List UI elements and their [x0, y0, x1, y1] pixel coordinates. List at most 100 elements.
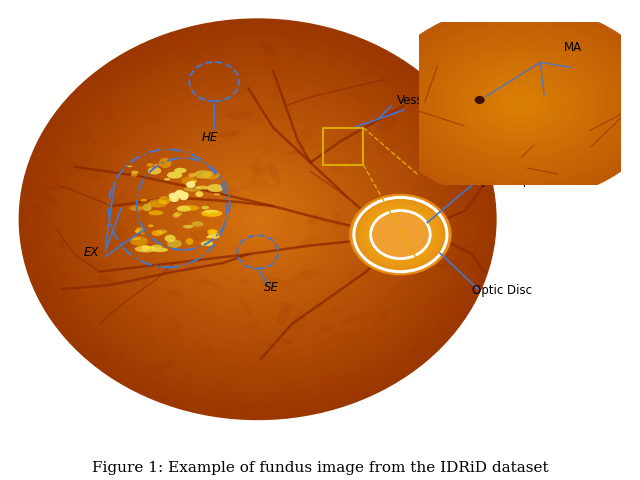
Ellipse shape: [72, 63, 443, 375]
Ellipse shape: [183, 225, 193, 228]
Ellipse shape: [463, 64, 577, 143]
Ellipse shape: [178, 42, 191, 48]
Ellipse shape: [106, 232, 120, 256]
Ellipse shape: [142, 271, 150, 289]
Ellipse shape: [161, 389, 173, 404]
Ellipse shape: [154, 164, 159, 167]
Ellipse shape: [141, 121, 374, 317]
Ellipse shape: [237, 202, 278, 237]
Ellipse shape: [111, 96, 404, 342]
Ellipse shape: [231, 197, 285, 242]
Ellipse shape: [513, 98, 527, 108]
Ellipse shape: [31, 28, 484, 410]
Ellipse shape: [195, 191, 204, 197]
Ellipse shape: [151, 248, 168, 252]
Ellipse shape: [240, 277, 250, 284]
Ellipse shape: [182, 195, 189, 198]
Ellipse shape: [392, 228, 409, 241]
Ellipse shape: [357, 96, 367, 104]
Ellipse shape: [455, 207, 486, 219]
Ellipse shape: [135, 116, 380, 322]
Ellipse shape: [40, 36, 476, 403]
Ellipse shape: [148, 199, 167, 207]
Ellipse shape: [315, 303, 325, 308]
Ellipse shape: [145, 245, 150, 250]
Ellipse shape: [78, 69, 437, 370]
Ellipse shape: [268, 162, 280, 186]
Ellipse shape: [167, 240, 182, 248]
Ellipse shape: [397, 267, 416, 270]
Ellipse shape: [255, 217, 260, 222]
Ellipse shape: [190, 229, 208, 240]
Ellipse shape: [141, 199, 147, 202]
Ellipse shape: [470, 69, 570, 137]
Ellipse shape: [40, 277, 58, 302]
Ellipse shape: [167, 171, 182, 179]
Ellipse shape: [168, 144, 348, 295]
Ellipse shape: [33, 204, 44, 214]
Ellipse shape: [96, 84, 419, 355]
Ellipse shape: [87, 76, 428, 362]
Ellipse shape: [378, 334, 387, 338]
Ellipse shape: [164, 178, 170, 180]
Ellipse shape: [404, 248, 417, 257]
Ellipse shape: [134, 246, 156, 252]
Ellipse shape: [76, 66, 440, 372]
Ellipse shape: [277, 307, 289, 324]
Ellipse shape: [66, 163, 80, 173]
Ellipse shape: [84, 73, 431, 365]
Ellipse shape: [207, 184, 223, 192]
Ellipse shape: [328, 160, 342, 174]
Ellipse shape: [359, 236, 375, 241]
Ellipse shape: [300, 269, 316, 279]
Ellipse shape: [204, 210, 218, 214]
Ellipse shape: [108, 140, 120, 148]
Ellipse shape: [213, 181, 303, 257]
Ellipse shape: [105, 114, 114, 121]
Ellipse shape: [389, 214, 399, 219]
Ellipse shape: [435, 45, 605, 162]
Ellipse shape: [22, 21, 493, 418]
Ellipse shape: [358, 201, 443, 269]
Ellipse shape: [194, 170, 212, 179]
Ellipse shape: [49, 44, 467, 395]
Ellipse shape: [129, 206, 143, 211]
Ellipse shape: [126, 109, 389, 330]
Ellipse shape: [143, 204, 152, 211]
Ellipse shape: [111, 351, 126, 359]
Ellipse shape: [339, 311, 371, 325]
Ellipse shape: [237, 294, 253, 317]
Ellipse shape: [177, 206, 191, 212]
Ellipse shape: [90, 79, 425, 360]
Ellipse shape: [152, 230, 163, 236]
Ellipse shape: [200, 241, 213, 246]
Ellipse shape: [60, 53, 455, 385]
Ellipse shape: [345, 158, 353, 162]
Ellipse shape: [204, 174, 312, 264]
Ellipse shape: [396, 231, 408, 239]
Ellipse shape: [222, 189, 294, 250]
Ellipse shape: [211, 212, 217, 215]
Ellipse shape: [147, 126, 368, 312]
Ellipse shape: [216, 187, 239, 196]
Ellipse shape: [67, 59, 449, 380]
Ellipse shape: [172, 196, 180, 198]
Ellipse shape: [356, 372, 371, 388]
Ellipse shape: [112, 216, 124, 232]
Ellipse shape: [57, 240, 66, 249]
Ellipse shape: [55, 294, 79, 309]
Ellipse shape: [204, 354, 211, 360]
Ellipse shape: [198, 169, 317, 269]
Ellipse shape: [164, 289, 180, 294]
Ellipse shape: [162, 139, 353, 300]
Ellipse shape: [36, 204, 47, 216]
Text: HE: HE: [202, 131, 218, 144]
Ellipse shape: [414, 299, 442, 312]
Ellipse shape: [174, 168, 187, 173]
Ellipse shape: [36, 34, 479, 405]
Ellipse shape: [414, 30, 626, 177]
Ellipse shape: [114, 99, 401, 340]
Ellipse shape: [240, 204, 276, 234]
Ellipse shape: [129, 111, 386, 327]
Text: Figure 1: Example of fundus image from the IDRiD dataset: Figure 1: Example of fundus image from t…: [92, 461, 548, 475]
